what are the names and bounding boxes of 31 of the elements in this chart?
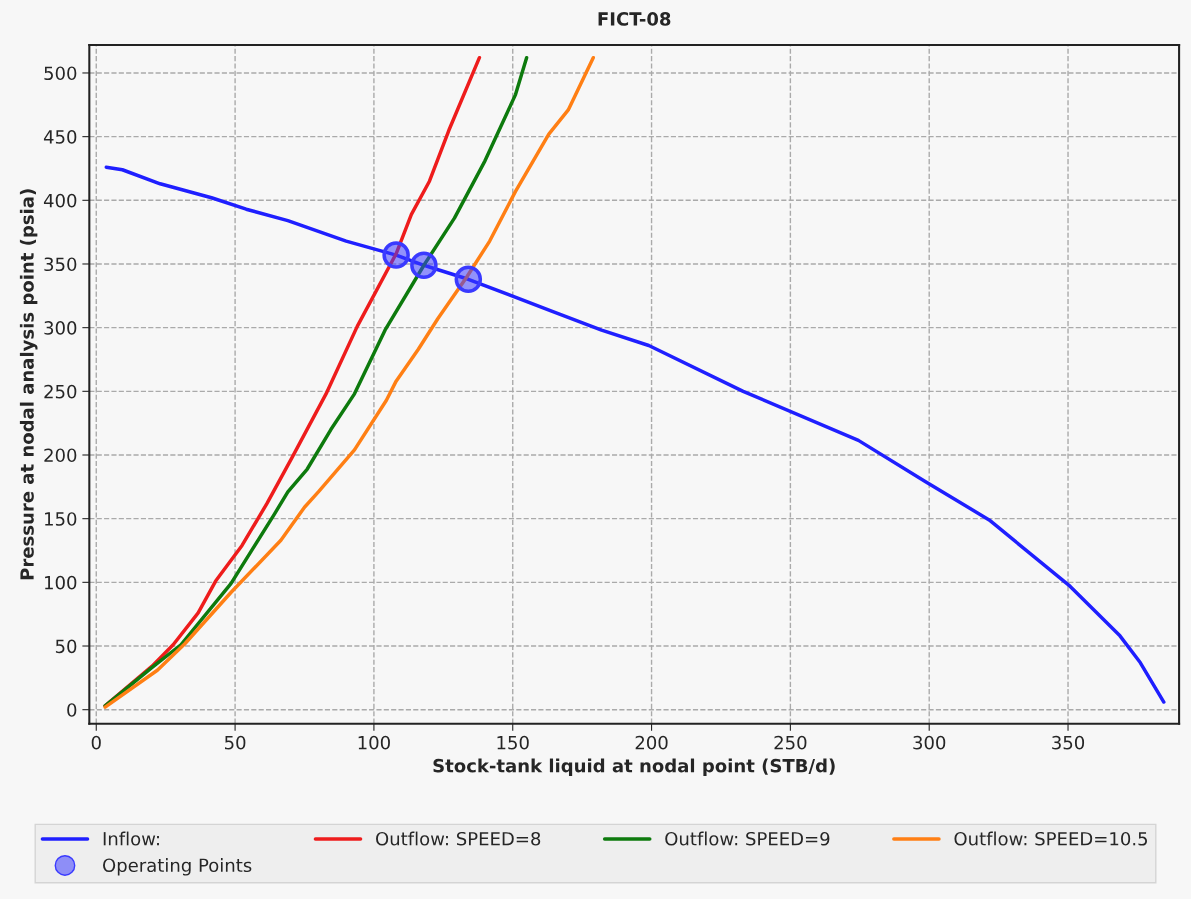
- y-tick-label: 200: [44, 448, 77, 463]
- y-tick-label: 250: [44, 384, 77, 399]
- legend-label: Inflow:: [103, 831, 159, 846]
- y-tick-label: 100: [45, 575, 77, 590]
- y-tick-label: 500: [44, 66, 77, 81]
- x-axis-title: Stock-tank liquid at nodal point (STB/d): [433, 758, 835, 776]
- legend-label: Outflow: SPEED=10.5: [954, 831, 1148, 846]
- point: [410, 251, 438, 280]
- line-series: [104, 165, 1166, 704]
- y-tick-label: 400: [43, 193, 77, 208]
- x-tick-label: 150: [497, 735, 529, 750]
- x-tick-label: 300: [913, 735, 946, 750]
- x-tick-label: 0: [91, 735, 101, 750]
- y-tick-label: 450: [43, 130, 77, 144]
- legend-label: Outflow: SPEED=9: [665, 831, 830, 846]
- y-tick-label: 0: [67, 703, 77, 717]
- x-tick-label: 200: [635, 735, 668, 750]
- x-tick-label: 50: [225, 735, 246, 750]
- point: [454, 265, 483, 294]
- y-tick-label: 300: [44, 321, 77, 335]
- legend-label: Outflow: SPEED=8: [376, 831, 541, 846]
- legend-label: Operating Points: [103, 858, 252, 876]
- y-tick-label: 350: [44, 257, 77, 272]
- y-tick-label: 150: [45, 512, 77, 526]
- y-tick-label: 50: [55, 639, 77, 654]
- chart-title: FICT-08: [598, 12, 671, 26]
- x-tick-label: 250: [774, 735, 807, 750]
- point: [382, 241, 410, 269]
- x-tick-label: 350: [1052, 735, 1085, 750]
- y-axis-title: Pressure at nodal analysis point (psia): [19, 189, 38, 580]
- x-tick-label: 100: [358, 735, 390, 750]
